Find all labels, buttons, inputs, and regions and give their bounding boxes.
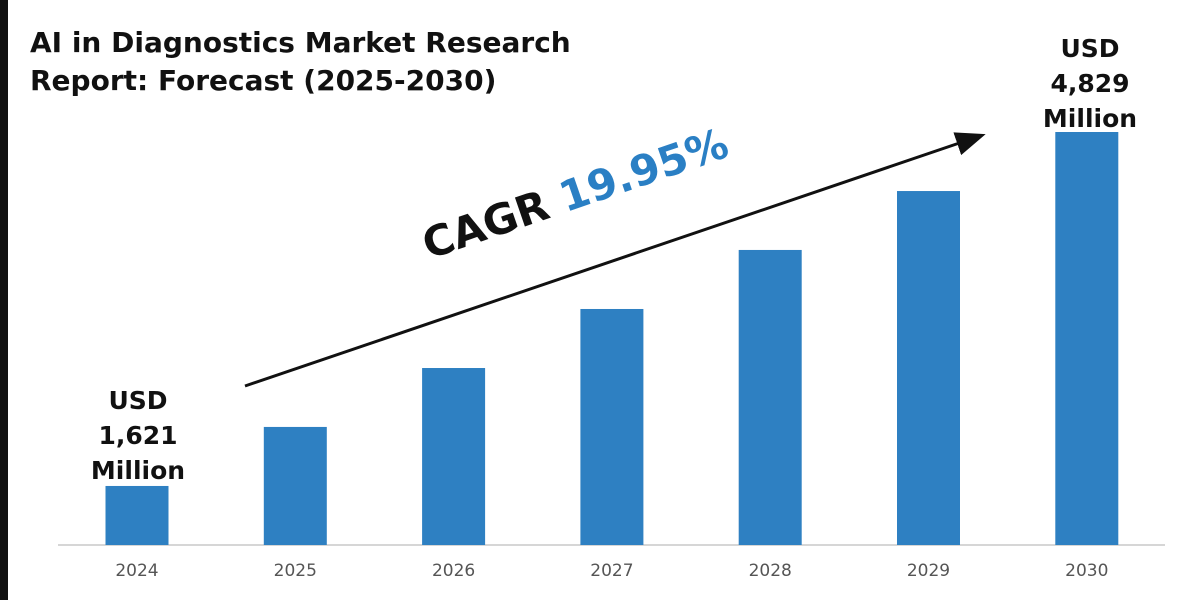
growth-arrow (244, 132, 986, 388)
bar-2024 (105, 485, 169, 545)
bar-2026 (422, 368, 486, 545)
x-tick-label: 2027 (590, 561, 633, 581)
x-tick-label: 2028 (749, 561, 792, 581)
end-value: 4,829 (1050, 69, 1130, 98)
x-tick-label: 2024 (115, 561, 158, 581)
bar-2027 (580, 308, 644, 545)
x-tick-label: 2026 (432, 561, 475, 581)
end-unit: Million (1042, 104, 1138, 133)
start-unit: Million (90, 456, 186, 485)
start-value-callout: USD 1,621 Million (78, 383, 198, 488)
start-value: 1,621 (98, 421, 178, 450)
bar-2025 (263, 426, 327, 545)
chart-title: AI in Diagnostics Market Research Report… (30, 26, 571, 97)
x-tick-label: 2029 (907, 561, 950, 581)
bar-2030 (1055, 132, 1119, 545)
end-value-callout: USD 4,829 Million (1030, 31, 1150, 136)
x-tick-label: 2025 (274, 561, 317, 581)
bar-2028 (738, 249, 802, 546)
end-currency: USD (1060, 34, 1120, 63)
bar-2029 (897, 191, 960, 545)
start-currency: USD (108, 386, 168, 415)
x-tick-label: 2030 (1065, 561, 1108, 581)
left-border (0, 0, 8, 600)
